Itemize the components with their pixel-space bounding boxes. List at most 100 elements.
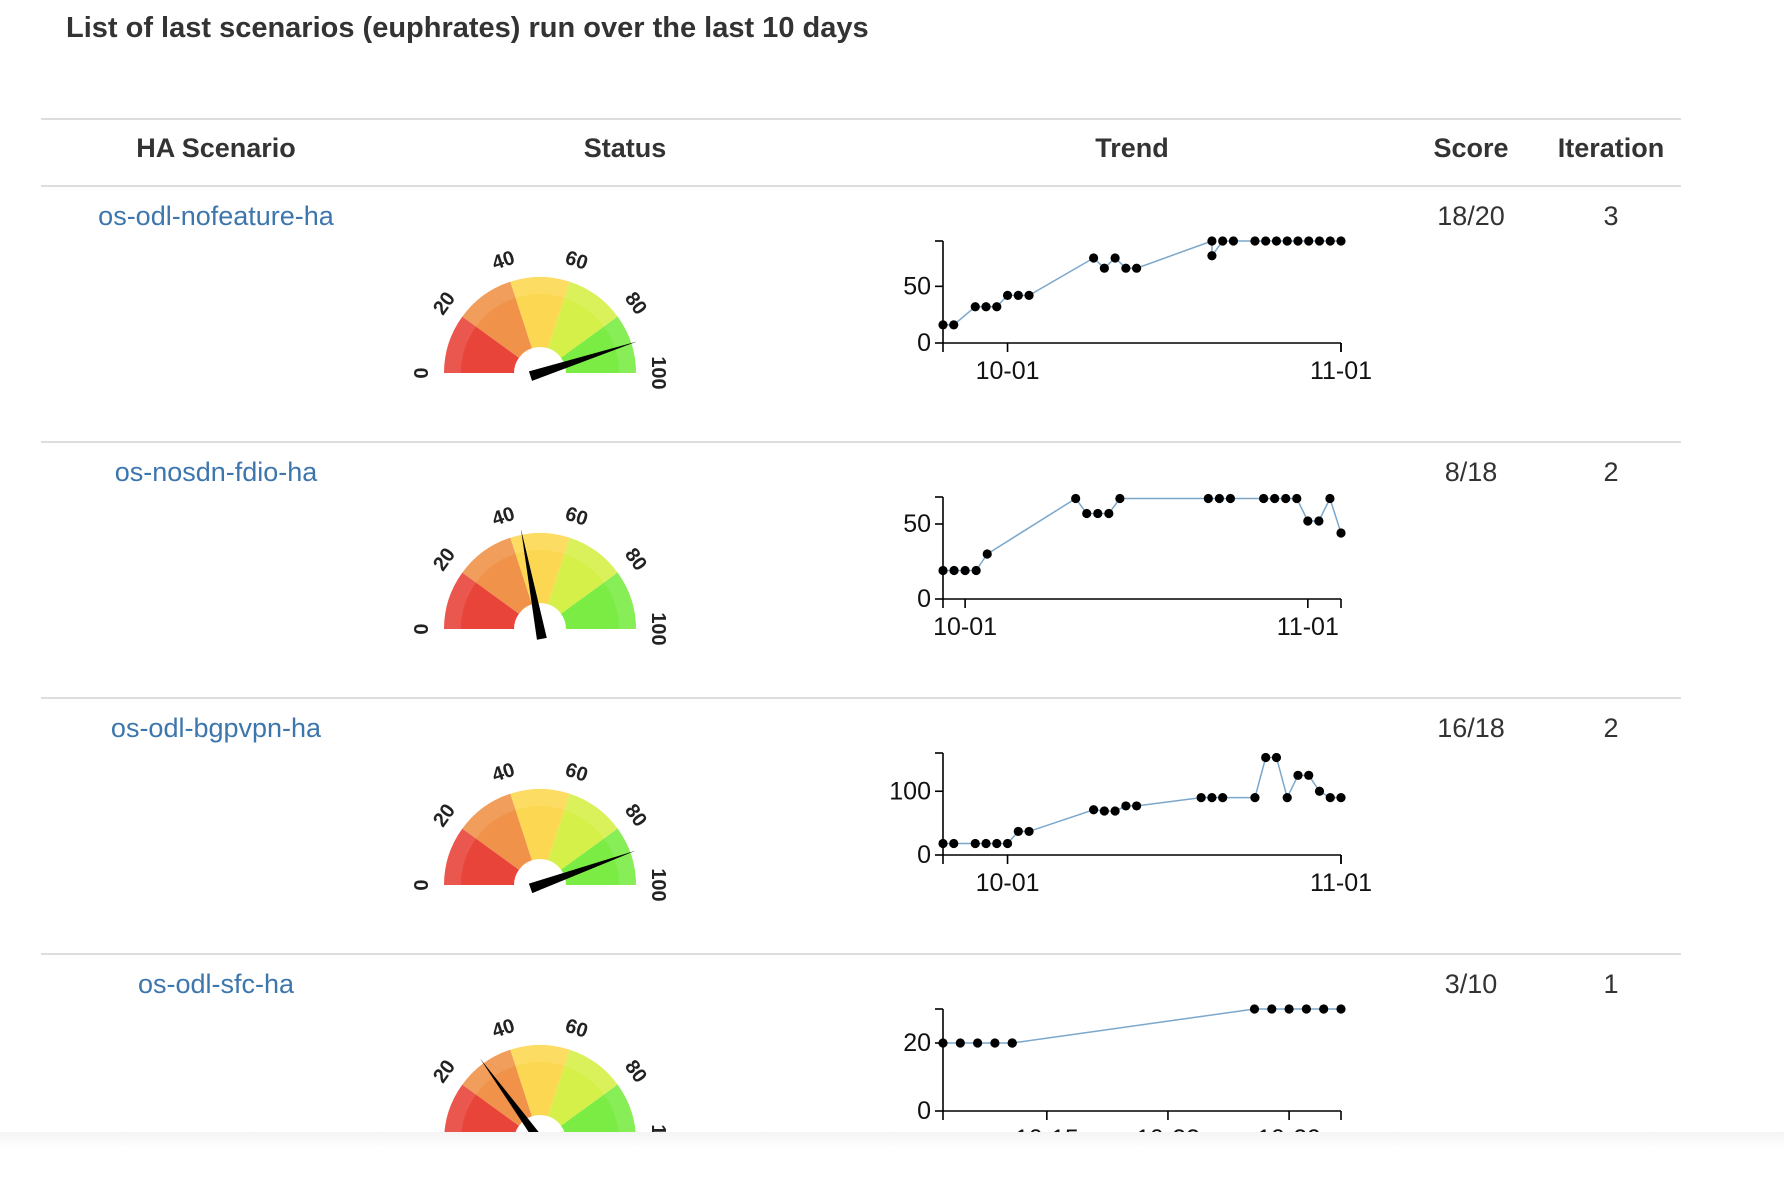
y-tick-label: 0 bbox=[917, 1097, 931, 1125]
trend-point bbox=[1250, 236, 1260, 246]
gauge-band-highlight bbox=[462, 793, 516, 839]
gauge-tick-label: 80 bbox=[620, 1056, 651, 1087]
x-tick-label: 11-01 bbox=[1310, 869, 1372, 897]
trend-point bbox=[1249, 1004, 1260, 1014]
trend-point bbox=[1214, 493, 1224, 504]
gauge-tick-label: 0 bbox=[411, 879, 433, 890]
trend-point bbox=[1304, 770, 1314, 780]
trend-point bbox=[1336, 1004, 1346, 1014]
gauge-tick-label: 0 bbox=[411, 623, 433, 634]
score-cell: 18/20 bbox=[1437, 201, 1505, 231]
trend-point bbox=[1121, 801, 1131, 811]
trend-point bbox=[1325, 236, 1335, 246]
trend-point bbox=[949, 565, 959, 576]
scenario-link[interactable]: os-nosdn-fdio-ha bbox=[114, 457, 318, 487]
trend-line bbox=[943, 1008, 1341, 1044]
trend-point bbox=[1207, 251, 1217, 261]
table-top-border bbox=[41, 118, 1681, 120]
trend-point bbox=[1325, 793, 1335, 803]
gauge-band-highlight bbox=[444, 1084, 477, 1141]
trend-point bbox=[973, 1038, 983, 1048]
gauge-tick-label: 20 bbox=[429, 544, 460, 575]
trend-point bbox=[981, 302, 991, 312]
trend-point bbox=[992, 838, 1002, 849]
trend-point bbox=[1002, 290, 1013, 300]
gauge-band bbox=[510, 1045, 570, 1117]
trend-point bbox=[960, 565, 970, 576]
scenario-link[interactable]: os-odl-bgpvpn-ha bbox=[110, 713, 322, 743]
trend-point bbox=[949, 838, 959, 849]
trend-point bbox=[1121, 263, 1131, 273]
trend-point bbox=[938, 565, 948, 576]
trend-point bbox=[1314, 516, 1324, 526]
gauge-tick-label: 40 bbox=[490, 247, 518, 275]
gauge-band-highlight bbox=[603, 1084, 636, 1141]
gauge-tick-label: 40 bbox=[490, 503, 518, 531]
iteration-cell: 2 bbox=[1603, 457, 1619, 487]
trend-point bbox=[1282, 236, 1292, 246]
gauge-tick-label: 80 bbox=[620, 544, 651, 575]
gauge-band-highlight bbox=[564, 537, 618, 583]
trend-line bbox=[943, 756, 1341, 845]
gauge-band bbox=[444, 1084, 519, 1141]
y-tick-label: 0 bbox=[917, 841, 931, 869]
status-gauge: 0 20 40 60 80 100 bbox=[411, 503, 669, 646]
trend-point bbox=[1082, 508, 1092, 519]
trend-point bbox=[1319, 1004, 1329, 1014]
iteration-cell: 1 bbox=[1603, 969, 1619, 999]
trend-point bbox=[1281, 493, 1291, 504]
trend-point bbox=[970, 838, 980, 849]
trend-point bbox=[1336, 793, 1346, 803]
trend-point bbox=[1088, 805, 1099, 815]
trend-point bbox=[1325, 493, 1335, 504]
trend-point bbox=[1196, 793, 1206, 803]
gauge-band-highlight bbox=[462, 1049, 516, 1095]
gauge-tick-label: 100 bbox=[647, 612, 669, 645]
header-status: Status bbox=[583, 133, 667, 163]
trend-point bbox=[971, 565, 981, 576]
trend-point bbox=[938, 838, 948, 849]
iteration-cell: 3 bbox=[1603, 201, 1619, 231]
gauge-tick-label: 40 bbox=[490, 1015, 518, 1043]
gauge-tick-label: 60 bbox=[562, 247, 590, 275]
gauge-band bbox=[510, 277, 570, 349]
gauge-band-highlight bbox=[603, 316, 636, 373]
trend-point bbox=[1099, 806, 1109, 816]
trend-point bbox=[990, 1038, 1000, 1048]
trend-point bbox=[1261, 236, 1271, 246]
scenario-link[interactable]: os-odl-sfc-ha bbox=[137, 969, 295, 999]
y-tick-label: 0 bbox=[917, 585, 931, 613]
trend-point bbox=[1013, 826, 1023, 837]
trend-chart: 0 50 10-01 11-01 bbox=[903, 236, 1372, 385]
gauge-band-highlight bbox=[510, 1045, 570, 1066]
gauge-band bbox=[548, 1049, 618, 1126]
gauge-band bbox=[462, 281, 532, 358]
gauge-band bbox=[510, 789, 570, 861]
trend-point bbox=[1104, 508, 1114, 519]
y-tick-label: 50 bbox=[903, 272, 931, 300]
x-tick-label: 10-01 bbox=[933, 613, 997, 641]
trend-point bbox=[1282, 793, 1292, 803]
gauge-band bbox=[462, 537, 532, 614]
gauge-tick-label: 60 bbox=[562, 503, 590, 531]
gauge-band-highlight bbox=[510, 789, 570, 810]
trend-point bbox=[1088, 253, 1099, 263]
trend-line bbox=[943, 239, 1341, 326]
gauge-band bbox=[561, 572, 636, 629]
trend-point bbox=[1093, 508, 1103, 519]
trend-point bbox=[955, 1038, 965, 1048]
trend-chart: 0 50 10-01 11-01 bbox=[903, 493, 1346, 641]
trend-point bbox=[1270, 493, 1280, 504]
gauge-band bbox=[548, 793, 618, 870]
trend-point bbox=[1314, 236, 1325, 246]
row-divider bbox=[41, 441, 1681, 443]
trend-point bbox=[1250, 793, 1260, 803]
trend-point bbox=[1271, 752, 1282, 763]
gauge-band-highlight bbox=[603, 572, 636, 629]
page-title: List of last scenarios (euphrates) run o… bbox=[66, 12, 869, 44]
scenario-link[interactable]: os-odl-nofeature-ha bbox=[98, 201, 334, 231]
trend-point bbox=[1293, 236, 1303, 246]
score-cell: 8/18 bbox=[1444, 457, 1498, 487]
gauge-band-highlight bbox=[564, 793, 618, 839]
